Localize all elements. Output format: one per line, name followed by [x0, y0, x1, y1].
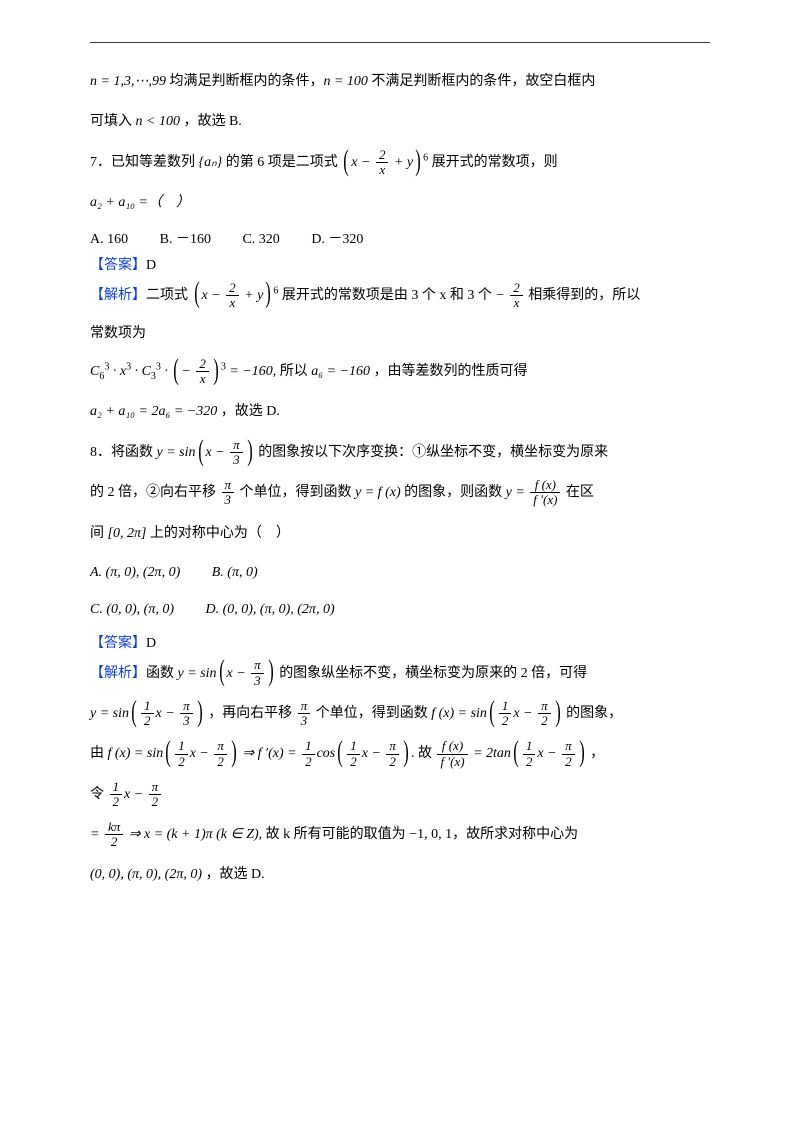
- expr-n100: n = 100: [323, 74, 367, 89]
- sum-result: a₂ + a₁₀ = 2a₆ = −320: [90, 404, 217, 419]
- text: ，故选 D.: [217, 404, 280, 419]
- q8-ex-4: 令 12x − π2: [90, 777, 710, 813]
- text: 8．将函数: [90, 445, 157, 460]
- text: ，故选 D.: [202, 867, 265, 882]
- text: 由: [90, 746, 108, 761]
- text: 在区: [562, 485, 594, 500]
- text: 的图象，: [563, 706, 623, 721]
- text: . 故: [411, 746, 436, 761]
- text: 的图象，则函数: [401, 485, 506, 500]
- text: 可填入: [90, 114, 136, 129]
- text: 二项式: [146, 288, 192, 303]
- q8-stem-1: 8．将函数 y = sin(x − π3) 的图象按以下次序变换：①纵坐标不变，…: [90, 435, 710, 471]
- q7-ex-4: a₂ + a₁₀ = 2a₆ = −320 ，故选 D.: [90, 394, 710, 430]
- q8-ex-5: = kπ2 ⇒ x = (k + 1)π (k ∈ Z), 故 k 所有可能的取…: [90, 817, 710, 853]
- q8-ex-1: 【解析】函数 y = sin(x − π3) 的图象纵坐标不变，横坐标变为原来的…: [90, 656, 710, 692]
- opt-d: D. －320: [311, 232, 363, 247]
- opt-a: A. (π, 0), (2π, 0): [90, 565, 180, 580]
- q7-options: A. 160 B. －160 C. 320 D. －320: [90, 228, 710, 248]
- binom-expr: (x − 2x + y)6: [192, 288, 279, 303]
- text: 的第 6 项是二项式: [222, 155, 341, 170]
- page: n = 1,3,⋯,99 均满足判断框内的条件，n = 100 不满足判断框内的…: [0, 0, 800, 1132]
- text: 不满足判断框内的条件，故空白框内: [368, 74, 596, 89]
- text: 上的对称中心为（ ）: [146, 526, 290, 541]
- opt-a: A. 160: [90, 232, 128, 247]
- q8-opts-cd: C. (0, 0), (π, 0) D. (0, 0), (π, 0), (2π…: [90, 595, 710, 626]
- answer-value: D: [146, 258, 156, 273]
- combo-expr: C63 · x3 · C33 ·: [90, 364, 171, 379]
- text: 间: [90, 526, 108, 541]
- a6-val: a₆ = −160: [311, 364, 370, 379]
- q7-ex-2: 常数项为: [90, 320, 710, 348]
- text: 展开式的常数项，则: [428, 155, 558, 170]
- q8-ex-3: 由 f (x) = sin(12x − π2) ⇒ f ′(x) = 12cos…: [90, 736, 710, 772]
- text: 令: [90, 787, 108, 802]
- q8-opts-ab: A. (π, 0), (2π, 0) B. (π, 0): [90, 558, 710, 589]
- interval: [0, 2π]: [108, 526, 147, 541]
- text: ，故选 B.: [180, 114, 242, 129]
- text: ，由等差数列的性质可得: [370, 364, 528, 379]
- seq-an: {aₙ}: [199, 155, 223, 170]
- text: 展开式的常数项是由 3 个 x 和 3 个: [278, 288, 495, 303]
- jiexi-label: 【解析】: [90, 288, 146, 303]
- text: 所以: [276, 364, 311, 379]
- frac-neg2x: − 2x: [495, 288, 524, 303]
- expr-a2a10: a₂ + a₁₀ =（ ）: [90, 195, 190, 210]
- jiexi-label: 【解析】: [90, 666, 146, 681]
- text: ，再向右平移: [205, 706, 296, 721]
- cont-line-2: 可填入 n < 100 ，故选 B.: [90, 104, 710, 140]
- impl: ⇒ x = (k + 1)π (k ∈ Z): [125, 827, 258, 842]
- q8-ex-2: y = sin(12x − π3) ，再向右平移 π3 个单位，得到函数 f (…: [90, 696, 710, 732]
- q8-answer: 【答案】D: [90, 632, 710, 652]
- text: 的图象纵坐标不变，横坐标变为原来的 2 倍，可得: [276, 666, 588, 681]
- text: 个单位，得到函数: [312, 706, 431, 721]
- q7-target: a₂ + a₁₀ =（ ）: [90, 185, 710, 221]
- opt-c: C. 320: [242, 232, 279, 247]
- text: , 故 k 所有可能的取值为 −1, 0, 1，故所求对称中心为: [259, 827, 578, 842]
- yfx: y = f (x): [355, 485, 401, 500]
- text: 个单位，得到函数: [236, 485, 355, 500]
- answer-label: 【答案】: [90, 258, 146, 273]
- opt-d: D. (0, 0), (π, 0), (2π, 0): [206, 602, 335, 617]
- q7-answer: 【答案】D: [90, 254, 710, 274]
- answer-value: D: [146, 636, 156, 651]
- opt-c: C. (0, 0), (π, 0): [90, 602, 174, 617]
- q7-ex-3: C63 · x3 · C33 · (− 2x)3 = −160, 所以 a₆ =…: [90, 354, 710, 390]
- opt-b: B. －160: [160, 232, 211, 247]
- answer-label: 【答案】: [90, 636, 146, 651]
- cont-line-1: n = 1,3,⋯,99 均满足判断框内的条件，n = 100 不满足判断框内的…: [90, 64, 710, 100]
- q7-stem: 7．已知等差数列 {aₙ} 的第 6 项是二项式 (x − 2x + y)6 展…: [90, 145, 710, 181]
- text: =: [90, 827, 103, 842]
- header-rule: [90, 42, 710, 43]
- text: 相乘得到的，所以: [525, 288, 641, 303]
- expr-nlt100: n < 100: [136, 114, 180, 129]
- text: 函数: [146, 666, 178, 681]
- binom-expr: (x − 2x + y)6: [341, 155, 428, 170]
- expr-n-range: n = 1,3,⋯,99: [90, 74, 166, 89]
- q8-stem-3: 间 [0, 2π] 上的对称中心为（ ）: [90, 516, 710, 552]
- text: ，: [587, 746, 605, 761]
- q8-ex-6: (0, 0), (π, 0), (2π, 0) ，故选 D.: [90, 857, 710, 893]
- centers: (0, 0), (π, 0), (2π, 0): [90, 867, 202, 882]
- text: 7．已知等差数列: [90, 155, 199, 170]
- q7-ex-1: 【解析】二项式 (x − 2x + y)6 展开式的常数项是由 3 个 x 和 …: [90, 278, 710, 314]
- text: 均满足判断框内的条件，: [166, 74, 324, 89]
- opt-b: B. (π, 0): [212, 565, 258, 580]
- text: 的 2 倍，②向右平移: [90, 485, 220, 500]
- text: 的图象按以下次序变换：①纵坐标不变，横坐标变为原来: [255, 445, 609, 460]
- q8-stem-2: 的 2 倍，②向右平移 π3 个单位，得到函数 y = f (x) 的图象，则函…: [90, 475, 710, 511]
